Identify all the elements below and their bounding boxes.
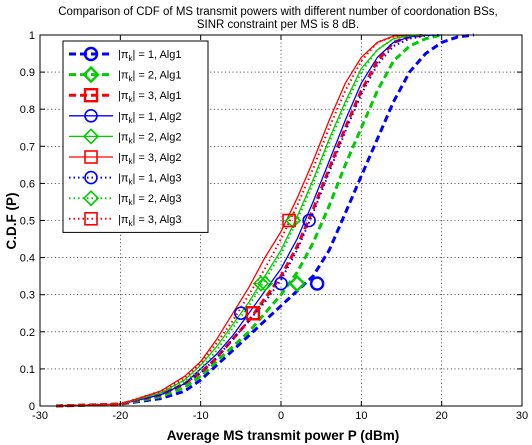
square-marker	[246, 306, 260, 321]
y-tick-label: 0.1	[20, 364, 35, 376]
diamond-marker	[82, 190, 100, 207]
legend-label: |πk| = 1, Alg2	[118, 111, 182, 125]
legend-entry: |πk| = 2, Alg2	[69, 128, 182, 145]
x-tick-label: -10	[193, 410, 209, 422]
y-tick-label: 0.9	[20, 67, 35, 79]
legend-entry: |πk| = 2, Alg1	[69, 65, 182, 84]
x-tick-label: 20	[436, 410, 448, 422]
axis-ticks: -30 -20 -10 0 10 20 30 0 0.1 0.2 0.3 0.4 0.5 0.6 0.7 0.…	[20, 30, 528, 422]
y-tick-label: 1	[29, 30, 35, 42]
y-tick-label: 0.3	[20, 290, 35, 302]
legend-entry: |πk| = 1, Alg1	[69, 46, 182, 63]
diamond-marker	[288, 274, 306, 293]
y-tick-label: 0.7	[20, 141, 35, 153]
chart-title: Comparison of CDF of MS transmit powers …	[58, 6, 498, 18]
y-tick-label: 0.5	[20, 216, 35, 228]
y-tick-label: 0	[29, 401, 35, 413]
x-tick-label: -20	[112, 410, 128, 422]
x-axis-label: Average MS transmit power P (dBm)	[167, 428, 400, 443]
circle-marker	[302, 213, 316, 228]
legend-label: |πk| = 3, Alg2	[118, 152, 182, 166]
series-line-5	[56, 34, 426, 407]
legend-entry: |πk| = 2, Alg3	[69, 190, 182, 207]
y-tick-label: 0.4	[20, 253, 35, 265]
y-tick-label: 0.8	[20, 104, 35, 116]
diamond-marker	[82, 128, 100, 145]
diamond-marker	[284, 212, 302, 229]
series-line-6	[56, 34, 410, 407]
circle-marker	[309, 276, 325, 291]
chart-subtitle: SINR constraint per MS is 8 dB.	[197, 19, 359, 31]
x-tick-label: 30	[516, 410, 528, 422]
series-markers	[234, 212, 325, 321]
circle-marker	[274, 276, 288, 291]
diamond-marker	[82, 65, 100, 84]
legend-label: |πk| = 2, Alg3	[118, 193, 182, 207]
square-marker	[282, 213, 296, 228]
circle-marker	[84, 109, 98, 123]
legend-entry: |πk| = 3, Alg2	[69, 150, 182, 166]
series-line-7	[56, 34, 442, 407]
series-line-8	[56, 34, 426, 407]
diamond-marker	[252, 275, 270, 292]
square-marker	[84, 150, 98, 164]
legend: |πk| = 1, Alg1 |πk| = 2, Alg1 |πk| = 3, Al…	[62, 40, 209, 233]
y-tick-label: 0.2	[20, 327, 35, 339]
legend-entry: |πk| = 3, Alg3	[69, 212, 182, 228]
legend-entry: |πk| = 1, Alg3	[69, 170, 182, 187]
y-tick-label: 0.6	[20, 178, 35, 190]
square-marker	[83, 87, 99, 103]
legend-label: |πk| = 1, Alg1	[118, 49, 182, 63]
square-marker	[84, 212, 98, 226]
diamond-marker	[256, 275, 274, 292]
legend-label: |πk| = 3, Alg1	[118, 90, 182, 104]
legend-entry: |πk| = 3, Alg1	[69, 87, 182, 104]
legend-label: |πk| = 2, Alg1	[118, 70, 182, 84]
x-tick-label: 10	[355, 410, 367, 422]
x-tick-label: -30	[32, 410, 48, 422]
legend-label: |πk| = 1, Alg3	[118, 173, 182, 187]
circle-marker	[84, 170, 98, 185]
legend-entry: |πk| = 1, Alg2	[69, 109, 182, 125]
x-tick-label: 0	[278, 410, 284, 422]
circle-marker	[83, 46, 99, 62]
legend-label: |πk| = 2, Alg2	[118, 131, 182, 145]
legend-label: |πk| = 3, Alg3	[118, 214, 182, 228]
y-axis-label: C.D.F (P)	[4, 193, 19, 250]
